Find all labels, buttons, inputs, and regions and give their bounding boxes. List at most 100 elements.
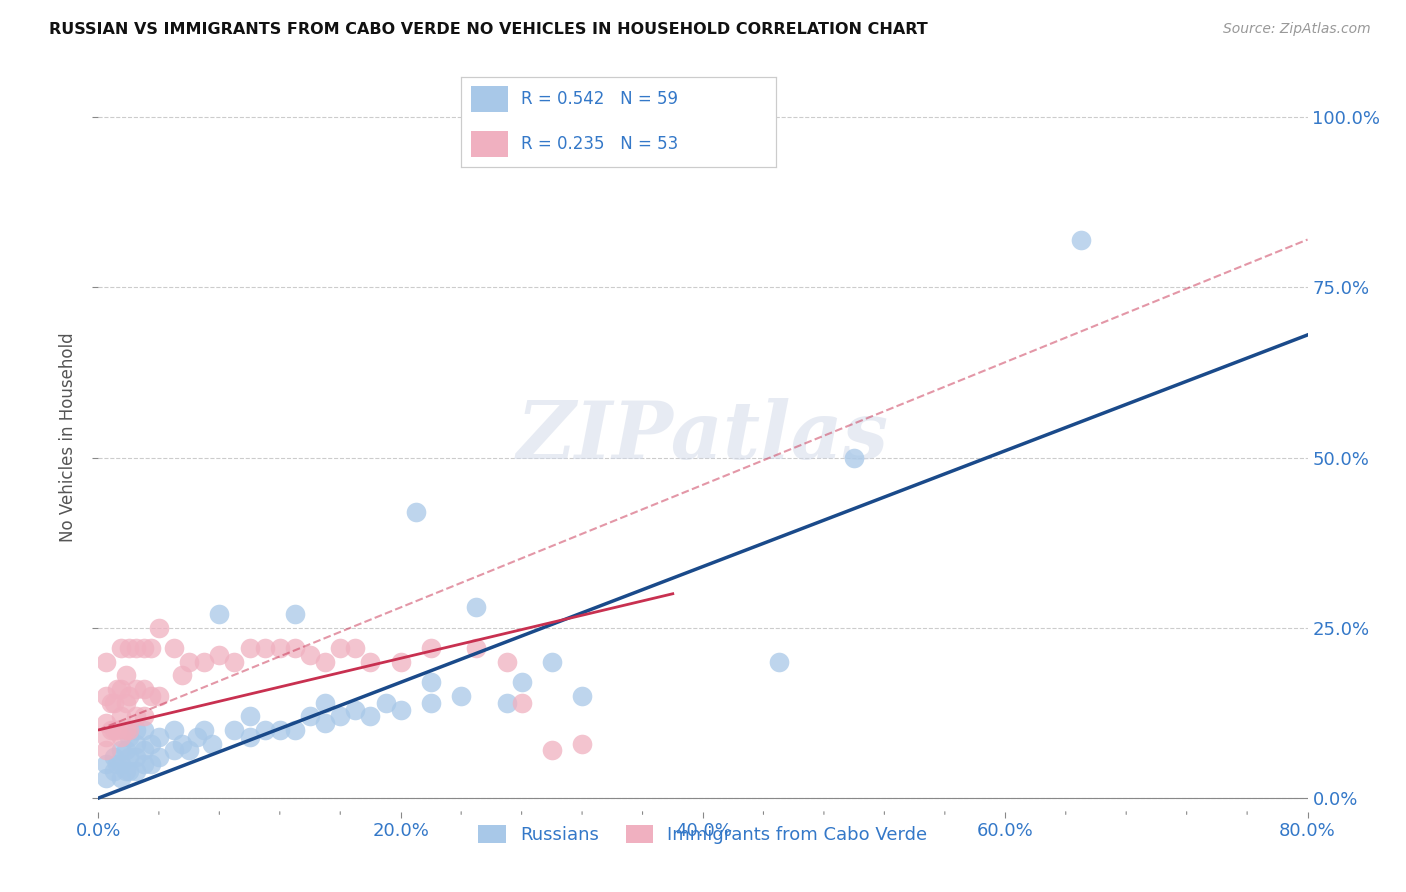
Point bbox=[179, 655, 201, 669]
Point bbox=[329, 709, 352, 723]
Point bbox=[141, 641, 163, 656]
Point bbox=[110, 709, 132, 723]
Point bbox=[94, 730, 117, 744]
Point bbox=[125, 641, 148, 656]
Point bbox=[224, 723, 246, 737]
Point bbox=[170, 668, 193, 682]
Point bbox=[284, 607, 307, 622]
Point bbox=[163, 723, 186, 737]
Point bbox=[94, 743, 117, 757]
Point bbox=[110, 682, 132, 697]
Point bbox=[224, 655, 246, 669]
Point bbox=[329, 641, 352, 656]
Point bbox=[105, 723, 128, 737]
Point bbox=[163, 641, 186, 656]
Point bbox=[405, 505, 427, 519]
Point bbox=[510, 675, 533, 690]
Point bbox=[118, 641, 141, 656]
Point bbox=[208, 607, 231, 622]
Point bbox=[768, 655, 790, 669]
Point bbox=[94, 716, 117, 731]
Point bbox=[114, 668, 136, 682]
Point bbox=[239, 641, 262, 656]
Point bbox=[110, 743, 132, 757]
Point bbox=[284, 723, 307, 737]
Point bbox=[118, 689, 141, 703]
Point bbox=[269, 641, 291, 656]
Point bbox=[103, 723, 125, 737]
Point bbox=[94, 689, 117, 703]
Point bbox=[125, 723, 148, 737]
Point bbox=[193, 655, 215, 669]
Point bbox=[103, 764, 125, 778]
Point bbox=[844, 450, 866, 465]
Point bbox=[118, 764, 141, 778]
Point bbox=[495, 655, 517, 669]
Point bbox=[125, 764, 148, 778]
Point bbox=[94, 771, 117, 785]
Point bbox=[110, 730, 132, 744]
Point bbox=[253, 641, 276, 656]
Point bbox=[114, 696, 136, 710]
Point bbox=[148, 730, 170, 744]
Point bbox=[118, 730, 141, 744]
Point bbox=[360, 709, 382, 723]
Point bbox=[132, 723, 155, 737]
Point bbox=[420, 641, 443, 656]
Point bbox=[284, 641, 307, 656]
Point bbox=[141, 757, 163, 772]
Point bbox=[105, 757, 128, 772]
Point bbox=[314, 716, 336, 731]
Point bbox=[110, 641, 132, 656]
Point bbox=[100, 723, 122, 737]
Point bbox=[540, 743, 562, 757]
Point bbox=[344, 702, 367, 716]
Point bbox=[132, 641, 155, 656]
Point bbox=[114, 723, 136, 737]
Point bbox=[132, 743, 155, 757]
Point bbox=[299, 648, 322, 662]
Point bbox=[125, 682, 148, 697]
Point bbox=[239, 730, 262, 744]
Point bbox=[186, 730, 208, 744]
Point bbox=[360, 655, 382, 669]
Point bbox=[125, 709, 148, 723]
Point bbox=[299, 709, 322, 723]
Point bbox=[571, 737, 593, 751]
Point bbox=[239, 709, 262, 723]
Point bbox=[114, 743, 136, 757]
Point bbox=[118, 750, 141, 764]
Point bbox=[389, 702, 412, 716]
Point bbox=[100, 696, 122, 710]
Point bbox=[110, 757, 132, 772]
Point bbox=[510, 696, 533, 710]
Point bbox=[374, 696, 396, 710]
Point bbox=[94, 655, 117, 669]
Y-axis label: No Vehicles in Household: No Vehicles in Household bbox=[59, 332, 77, 542]
Point bbox=[420, 675, 443, 690]
Point bbox=[495, 696, 517, 710]
Point bbox=[253, 723, 276, 737]
Point bbox=[314, 696, 336, 710]
Point bbox=[269, 723, 291, 737]
Point bbox=[132, 709, 155, 723]
Point bbox=[163, 743, 186, 757]
Point bbox=[193, 723, 215, 737]
Point bbox=[1070, 233, 1092, 247]
Point bbox=[148, 621, 170, 635]
Point bbox=[105, 682, 128, 697]
Point bbox=[141, 737, 163, 751]
Point bbox=[201, 737, 224, 751]
Point bbox=[314, 655, 336, 669]
Point bbox=[125, 737, 148, 751]
Point bbox=[132, 682, 155, 697]
Legend: Russians, Immigrants from Cabo Verde: Russians, Immigrants from Cabo Verde bbox=[468, 814, 938, 855]
Point bbox=[132, 757, 155, 772]
Point bbox=[208, 648, 231, 662]
Point bbox=[141, 689, 163, 703]
Point bbox=[148, 689, 170, 703]
Point bbox=[125, 750, 148, 764]
Point bbox=[148, 750, 170, 764]
Point bbox=[103, 750, 125, 764]
Point bbox=[389, 655, 412, 669]
